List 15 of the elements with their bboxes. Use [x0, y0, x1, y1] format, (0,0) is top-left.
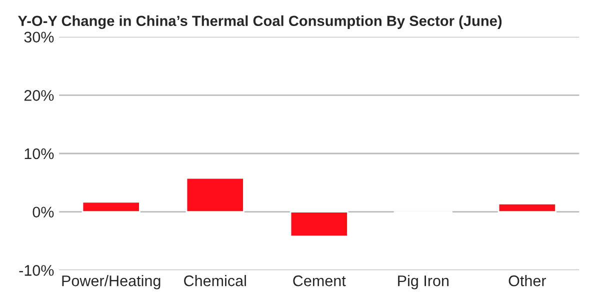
x-tick-label: Other — [508, 275, 546, 286]
y-tick-label: -10% — [19, 265, 54, 276]
bar — [498, 202, 556, 213]
y-tick-label: 20% — [24, 90, 54, 101]
x-tick-label: Chemical — [184, 275, 246, 286]
x-tick-label: Pig Iron — [398, 275, 448, 290]
bar — [290, 211, 348, 238]
bar — [186, 177, 244, 213]
x-tick-label: Power/Heating — [62, 275, 160, 290]
chart-title: Y-O-Y Change in China’s Thermal Coal Consumption By Sector (June) — [18, 15, 502, 30]
y-tick-label: 10% — [24, 148, 54, 160]
x-tick-label: Cement — [293, 275, 346, 286]
y-tick-label: 30% — [24, 32, 54, 43]
y-tick-label: 0% — [32, 206, 54, 218]
bar — [82, 201, 140, 213]
